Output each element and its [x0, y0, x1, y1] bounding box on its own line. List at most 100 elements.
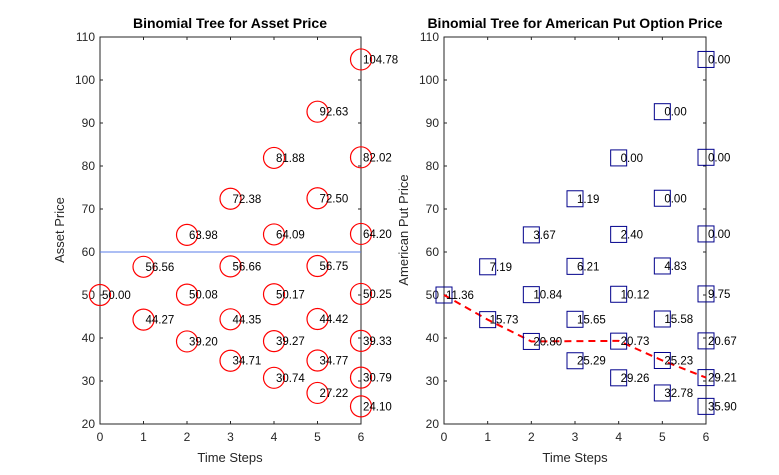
node-value-label: 72.38: [233, 194, 262, 206]
node-value-label: 50.25: [363, 289, 392, 301]
y-tick-label: 40: [82, 331, 96, 345]
node-value-label: 64.09: [276, 229, 305, 241]
node-value-label: 0.00: [708, 54, 730, 66]
y-tick-label: 20: [426, 417, 440, 431]
node-value-label: 104.78: [363, 54, 398, 66]
node-value-label: 64.20: [363, 229, 392, 241]
y-tick-label: 80: [82, 159, 96, 173]
node-value-label: 29.21: [708, 373, 737, 385]
node-value-label: 11.36: [446, 290, 474, 302]
node-marker: [219, 187, 242, 210]
node-value-label: 35.90: [708, 401, 737, 413]
node-marker: [435, 286, 453, 304]
node-marker: [349, 222, 373, 246]
node-value-label: 92.63: [320, 107, 349, 119]
x-axis-label: Time Steps: [542, 450, 608, 465]
node-marker: [88, 283, 112, 307]
chart-title: Binomial Tree for Asset Price: [133, 15, 327, 31]
y-tick-label: 20: [82, 417, 96, 431]
node-marker: [610, 285, 628, 303]
node-value-label: 30.79: [363, 373, 392, 385]
node-marker: [306, 187, 329, 210]
x-tick-label: 3: [572, 430, 579, 444]
node-value-label: 15.73: [490, 315, 519, 327]
node-marker: [262, 366, 286, 389]
node-value-label: 20.73: [621, 336, 650, 348]
x-tick-label: 3: [227, 430, 234, 444]
y-tick-label: 30: [82, 374, 96, 388]
node-value-label: 9.75: [708, 289, 730, 301]
node-value-label: 0.00: [708, 152, 730, 164]
x-tick-label: 6: [703, 430, 710, 444]
node-value-label: 3.67: [533, 230, 555, 242]
node-value-label: 72.50: [320, 193, 349, 205]
optimal-exercise-path: [443, 294, 707, 379]
node-value-label: 50.08: [189, 290, 218, 302]
node-marker: [697, 225, 715, 243]
node-marker: [306, 381, 329, 405]
node-marker: [306, 254, 329, 278]
asset-price-panel: Binomial Tree for Asset Price Time Steps…: [52, 15, 398, 465]
node-value-label: 32.78: [664, 388, 693, 400]
node-marker: [262, 223, 286, 246]
node-value-label: 44.27: [146, 315, 175, 327]
node-marker: [697, 369, 715, 387]
y-tick-label: 30: [426, 374, 440, 388]
chart-title: Binomial Tree for American Put Option Pr…: [427, 15, 722, 31]
node-marker: [132, 255, 155, 278]
node-marker: [349, 366, 373, 389]
y-tick-label: 40: [426, 331, 440, 345]
node-marker: [653, 103, 671, 121]
node-marker: [566, 190, 584, 208]
node-marker: [132, 308, 155, 331]
node-value-label: 39.33: [363, 336, 392, 348]
node-marker: [175, 223, 199, 246]
node-value-label: 1.19: [577, 194, 599, 206]
x-tick-label: 5: [314, 430, 321, 444]
node-marker: [175, 283, 199, 306]
node-value-label: 4.83: [664, 261, 686, 273]
node-marker: [349, 48, 373, 71]
node-marker: [610, 149, 628, 167]
node-value-label: 39.27: [276, 336, 305, 348]
node-value-label: 15.65: [577, 314, 606, 326]
node-value-label: 0.00: [621, 153, 643, 165]
y-tick-label: 70: [426, 202, 440, 216]
node-marker: [522, 286, 540, 304]
node-marker: [697, 285, 715, 303]
node-value-label: 20.80: [533, 336, 562, 348]
node-marker: [697, 397, 715, 415]
y-tick-label: 110: [76, 30, 95, 44]
node-value-label: 0.00: [664, 193, 686, 205]
node-marker: [610, 225, 628, 243]
x-tick-label: 4: [615, 430, 622, 444]
x-tick-label: 1: [140, 430, 147, 444]
node-marker: [610, 369, 628, 387]
y-axis-label: Asset Price: [52, 197, 67, 263]
x-axis-label: Time Steps: [197, 450, 263, 465]
node-value-label: 20.67: [708, 336, 737, 348]
node-value-label: 10.12: [621, 289, 650, 301]
y-tick-label: 90: [426, 116, 440, 130]
node-marker: [349, 146, 373, 169]
node-marker: [262, 283, 286, 306]
node-marker: [175, 330, 199, 353]
y-tick-label: 60: [426, 245, 440, 259]
node-marker: [610, 332, 628, 350]
node-value-label: 7.19: [490, 262, 512, 274]
x-tick-label: 6: [358, 430, 365, 444]
node-value-label: 56.56: [146, 262, 175, 274]
node-marker: [522, 332, 540, 350]
node-marker: [653, 351, 671, 369]
node-marker: [349, 395, 373, 418]
node-value-label: 10.84: [533, 290, 562, 302]
node-value-label: 2.40: [621, 229, 643, 241]
y-tick-label: 60: [82, 245, 96, 259]
node-marker: [349, 329, 373, 352]
x-tick-label: 4: [271, 430, 278, 444]
node-marker: [306, 307, 329, 331]
y-tick-label: 50: [426, 288, 440, 302]
y-tick-label: 80: [426, 159, 440, 173]
node-marker: [219, 349, 242, 372]
